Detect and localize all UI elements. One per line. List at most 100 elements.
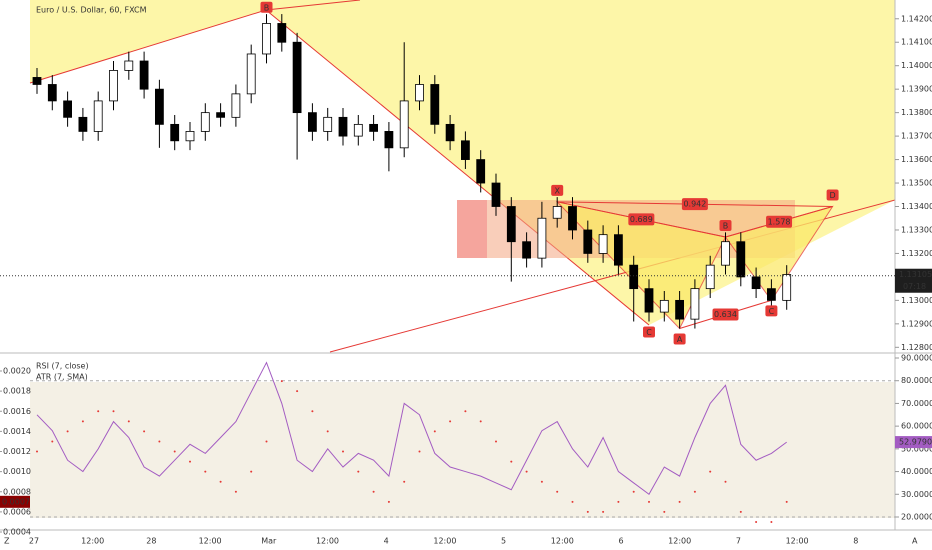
candle-body xyxy=(430,84,440,125)
x-tick-label: 4 xyxy=(384,537,389,546)
candle-body xyxy=(154,88,164,125)
y2-tick-label: 0.0014 xyxy=(3,427,31,436)
atr-dot xyxy=(265,440,268,443)
pattern-point-box xyxy=(260,1,273,13)
ratio-box xyxy=(766,215,793,228)
y2-tick-label: 0.0020 xyxy=(3,367,31,376)
ratio-label: 0.942 xyxy=(683,200,706,209)
y2-tick-label: 0.0018 xyxy=(3,387,31,396)
atr-last-label: 0.0007 xyxy=(2,497,30,506)
candle-body xyxy=(124,60,134,71)
rsi-last-label: 52.9790 xyxy=(899,438,932,447)
atr-dot xyxy=(143,430,146,433)
y2-tick-label: 0.0008 xyxy=(3,487,31,496)
y-tick-label: 40.0000 xyxy=(901,467,932,476)
x-tick-label: 7 xyxy=(736,537,741,546)
pattern-point-box xyxy=(673,333,686,345)
atr-dot xyxy=(403,480,406,483)
candle-body xyxy=(415,84,424,102)
x-tick-label: 12:00 xyxy=(786,537,809,546)
x-tick-label: 12:00 xyxy=(316,537,339,546)
candle-body xyxy=(307,112,317,132)
atr-dot xyxy=(693,490,696,493)
atr-dot xyxy=(189,460,191,463)
atr-dot xyxy=(540,480,543,483)
y-tick-label: 1.12800 xyxy=(901,343,932,352)
y2-tick-label: 0.0016 xyxy=(3,407,31,416)
atr-dot xyxy=(739,510,742,513)
candle-body xyxy=(277,23,287,43)
pattern-line xyxy=(265,9,650,326)
atr-dot xyxy=(678,500,681,503)
atr-dot xyxy=(724,480,727,483)
candle-body xyxy=(47,84,57,102)
pattern-point-box xyxy=(719,220,732,232)
candle-body xyxy=(216,112,226,118)
pattern-point-box xyxy=(826,189,839,201)
y-tick-label: 20.0000 xyxy=(901,513,932,522)
y-tick-label: 1.12900 xyxy=(901,319,932,328)
atr-dot xyxy=(418,450,421,453)
pattern-point-label: A xyxy=(677,335,683,344)
candle-body xyxy=(338,116,348,137)
candle-body xyxy=(63,100,72,118)
y-tick-label: 1.14100 xyxy=(901,38,932,47)
y2-tick-label: 0.0012 xyxy=(3,447,31,456)
pattern-point-box xyxy=(551,184,564,196)
atr-dot xyxy=(357,470,360,473)
atr-dot xyxy=(510,460,513,463)
y-tick-label: 60.0000 xyxy=(901,422,932,431)
ratio-box xyxy=(681,198,708,211)
atr-dot xyxy=(342,450,344,453)
atr-dot xyxy=(311,410,314,413)
candle-body xyxy=(675,299,684,320)
y-tick-label: 1.13000 xyxy=(901,296,932,305)
pattern-point-box xyxy=(643,326,655,338)
candle-body xyxy=(629,264,639,290)
rsi-line xyxy=(36,361,787,496)
ratio-label: 1.578 xyxy=(768,217,791,226)
candle-body xyxy=(231,93,241,118)
y-tick-label: 1.13600 xyxy=(901,155,932,164)
y-tick-label: 30.0000 xyxy=(901,490,932,499)
x-tick-label: 12:00 xyxy=(199,537,222,546)
corner-label: Z xyxy=(4,537,10,546)
candle-body xyxy=(659,299,669,313)
candle-body xyxy=(246,53,256,95)
atr-dot xyxy=(464,410,467,413)
atr-dot xyxy=(36,450,38,453)
x-tick-label: 28 xyxy=(146,537,156,546)
candle-body xyxy=(200,112,210,132)
candle-body xyxy=(598,234,608,254)
candle-body xyxy=(460,140,470,160)
atr-dot xyxy=(173,450,176,453)
atr-dot xyxy=(296,390,299,393)
atr-dot xyxy=(204,470,207,473)
candle-body xyxy=(614,234,623,266)
ratio-label: 0.634 xyxy=(714,310,737,319)
atr-dot xyxy=(158,440,161,443)
candle-body xyxy=(323,116,333,132)
pattern-point-label: B xyxy=(723,222,729,231)
candle-body xyxy=(522,241,531,259)
atr-dot xyxy=(326,430,329,433)
countdown: 07:18 xyxy=(903,282,926,291)
atr-dot xyxy=(586,510,589,513)
atr-dot xyxy=(525,470,528,473)
atr-dot xyxy=(495,440,497,443)
atr-dot xyxy=(387,500,390,503)
atr-dot xyxy=(219,480,222,483)
atr-dot xyxy=(770,520,773,523)
atr-dot xyxy=(709,470,712,473)
atr-last-box xyxy=(0,495,30,508)
pattern-point-label: B xyxy=(264,3,270,12)
y-tick-label: 1.13800 xyxy=(901,108,932,117)
candle-body xyxy=(705,264,715,290)
x-tick-label: 27 xyxy=(29,537,39,546)
y2-tick-label: 0.0004 xyxy=(3,528,31,537)
ratio-label: 0.689 xyxy=(630,215,653,224)
atr-dot xyxy=(66,430,69,433)
candle-body xyxy=(185,131,195,142)
chart-title: Euro / U.S. Dollar, 60, FXCM xyxy=(36,6,147,15)
